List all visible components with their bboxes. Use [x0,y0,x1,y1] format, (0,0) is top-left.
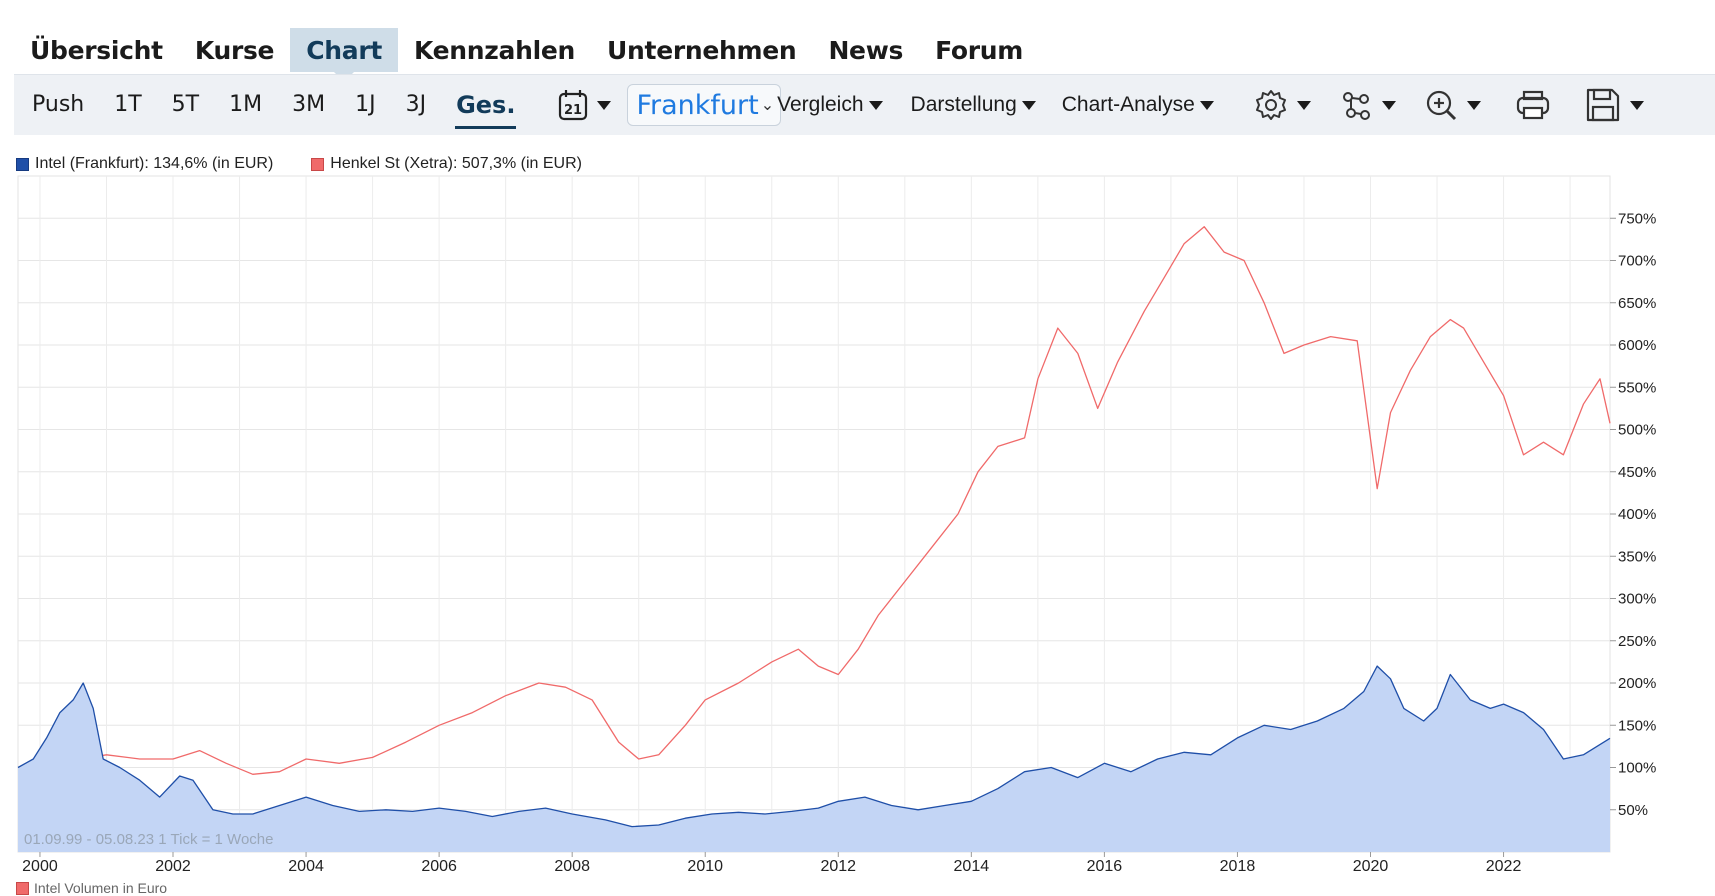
main-nav: Übersicht Kurse Chart Kennzahlen Unterne… [14,28,1039,82]
y-tick-label: 400% [1618,506,1656,523]
menu-label: Darstellung [910,93,1017,116]
exchange-value: Frankfurt [636,89,759,121]
y-tick-label: 200% [1618,675,1656,692]
timeframe-gesamt[interactable]: Ges. [441,75,530,135]
legend-swatch [16,157,29,171]
menu-label: Vergleich [777,93,864,116]
timeframe-5t[interactable]: 5T [171,92,200,117]
y-tick-label: 250% [1618,633,1656,650]
legend-label: Intel (Frankfurt): 134,6% (in EUR) [35,155,274,172]
henkel-line [17,226,1611,775]
indicators-dropdown[interactable] [1329,88,1406,122]
x-tick-label: 2012 [820,858,856,875]
settings-dropdown[interactable] [1244,88,1321,122]
x-tick-label: 2018 [1220,858,1256,875]
darstellung-menu[interactable]: Darstellung [911,93,1036,117]
legend-henkel[interactable]: Henkel St (Xetra): 507,3% (in EUR) [311,155,582,173]
tab-uebersicht[interactable]: Übersicht [30,36,163,65]
y-tick-label: 50% [1618,802,1648,819]
y-tick-label: 450% [1618,464,1656,481]
y-tick-label: 750% [1618,210,1656,227]
y-tick-label: 650% [1618,295,1656,312]
tab-forum[interactable]: Forum [935,36,1024,65]
menu-label: Chart-Analyse [1061,93,1195,116]
zoom-icon [1426,90,1456,121]
x-tick-label: 2002 [155,858,191,875]
chevron-down-icon [1296,100,1311,110]
x-tick-label: 2000 [22,858,58,875]
calendar-dropdown[interactable]: 21 [548,89,621,121]
x-tick-label: 2022 [1486,858,1522,875]
intel-area [18,666,1610,852]
settings-gear-icon [1255,90,1286,120]
tab-kennzahlen[interactable]: Kennzahlen [414,36,576,65]
x-axis: 2000 2002 2004 2006 2008 2010 2012 2014 2016 2018… [22,852,1521,875]
chart-legend: Intel (Frankfurt): 134,6% (in EUR) Henke… [16,155,582,173]
range-label: 01.09.99 - 05.08.23 1 Tick = 1 Woche [24,831,273,848]
save-dropdown[interactable] [1575,87,1654,123]
y-tick-label: 700% [1618,253,1656,270]
legend-label: Henkel St (Xetra): 507,3% (in EUR) [330,155,582,172]
y-tick-label: 300% [1618,591,1656,608]
timeframe-push[interactable]: Push [32,92,85,117]
indicators-icon [1342,92,1370,120]
chevron-down-icon [1381,100,1396,110]
x-tick-label: 2006 [421,858,457,875]
legend-swatch [16,881,29,895]
volume-legend-label: Intel Volumen in Euro [34,880,168,896]
chevron-down-icon [1021,100,1036,110]
print-button[interactable] [1505,88,1561,122]
x-tick-label: 2020 [1353,858,1389,875]
chevron-down-icon: ⌄ [760,97,775,114]
timeframe-3m[interactable]: 3M [292,92,326,117]
tab-news[interactable]: News [828,36,904,65]
print-icon [1516,90,1549,120]
tab-kurse[interactable]: Kurse [194,36,275,65]
vergleich-menu[interactable]: Vergleich [777,93,883,117]
chart-toolbar: Push 1T 5T 1M 3M 1J 3J Ges. 21 Frankfurt… [14,74,1715,135]
tab-chart[interactable]: Chart [290,28,399,82]
volume-legend[interactable]: Intel Volumen in Euro [16,880,167,896]
tab-unternehmen[interactable]: Unternehmen [607,36,797,65]
y-axis: 50% 100% 150% 200% 250% 300% 350% 400% 450% 500% 5… [1610,210,1656,819]
timeframe-1j[interactable]: 1J [355,92,376,117]
x-tick-label: 2004 [288,858,324,875]
y-tick-label: 150% [1618,717,1656,734]
chevron-down-icon [1199,100,1214,110]
y-tick-label: 100% [1618,760,1656,777]
y-tick-label: 600% [1618,337,1656,354]
x-tick-label: 2016 [1087,858,1123,875]
legend-intel[interactable]: Intel (Frankfurt): 134,6% (in EUR) [16,155,273,173]
svg-text:21: 21 [564,103,582,118]
chevron-down-icon [1629,100,1644,110]
x-tick-label: 2014 [954,858,990,875]
save-icon [1586,88,1619,122]
timeframe-3j[interactable]: 3J [405,92,427,117]
chevron-down-icon [868,100,883,110]
x-tick-label: 2008 [554,858,590,875]
legend-swatch [311,157,325,171]
y-tick-label: 500% [1618,422,1656,439]
intel-line [17,665,1611,828]
chevron-down-icon [597,100,612,110]
chart-analyse-menu[interactable]: Chart-Analyse [1062,93,1214,117]
zoom-dropdown[interactable] [1414,88,1491,122]
timeframe-1t[interactable]: 1T [114,92,142,117]
y-tick-label: 350% [1618,548,1656,565]
timeframe-1m[interactable]: 1M [229,92,263,117]
exchange-select[interactable]: Frankfurt ⌄ [627,84,782,126]
chevron-down-icon [1466,100,1481,110]
calendar-icon: 21 [559,90,588,121]
y-tick-label: 550% [1618,379,1656,396]
x-tick-label: 2010 [687,858,723,875]
chart-series [17,226,1611,852]
